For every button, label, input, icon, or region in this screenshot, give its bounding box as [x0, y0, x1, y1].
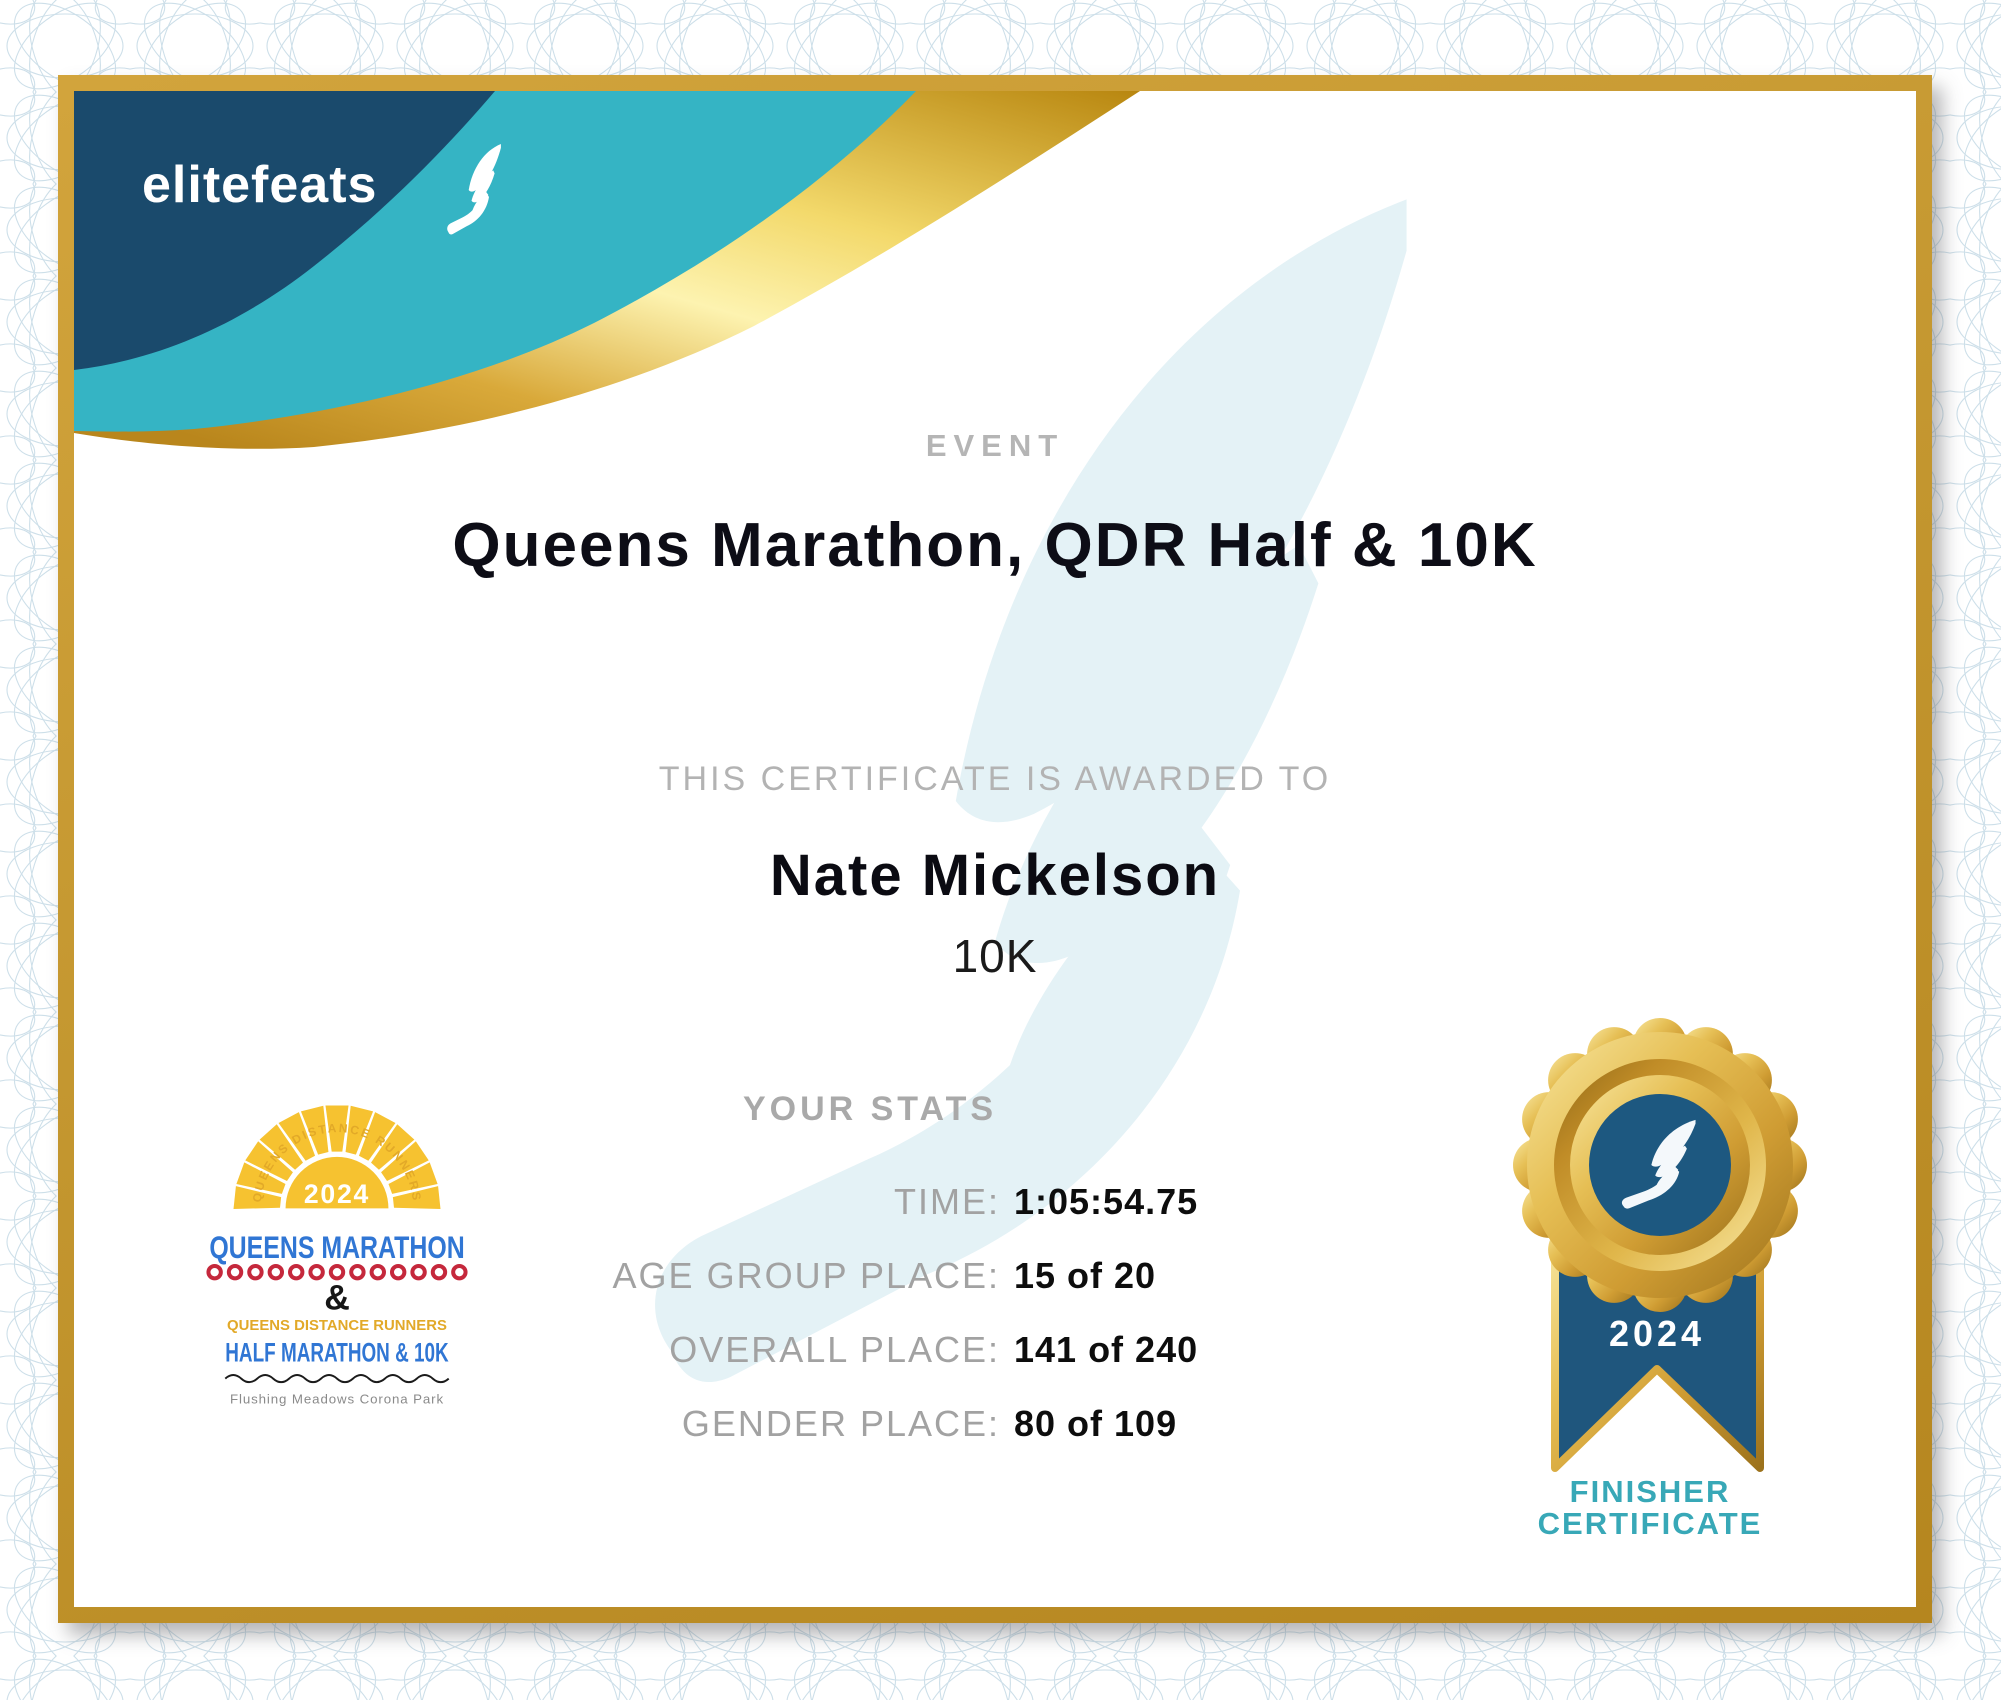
- sun-rays: [233, 1105, 441, 1210]
- stat-label: AGE GROUP PLACE:: [612, 1255, 1000, 1296]
- stat-row-age-group-place: AGE GROUP PLACE: 15 of 20: [74, 1239, 1674, 1313]
- logo-ampersand: &: [324, 1277, 350, 1317]
- event-label: EVENT: [925, 428, 1065, 463]
- finisher-medal: 2024: [1513, 1018, 1807, 1472]
- stat-row-gender-place: GENDER PLACE: 80 of 109: [74, 1387, 1674, 1461]
- stat-row-time: TIME: 1:05:54.75: [74, 1165, 1674, 1239]
- red-dot-row: [206, 1263, 468, 1281]
- swoosh-navy-layer: [74, 91, 495, 370]
- stat-value: 15 of 20: [1014, 1255, 1157, 1296]
- recipient-name: Nate Mickelson: [769, 843, 1221, 908]
- stat-value: 80 of 109: [1014, 1403, 1178, 1444]
- stat-label: GENDER PLACE:: [681, 1403, 1000, 1444]
- sun-semicircle: [285, 1156, 389, 1209]
- medal-year: 2024: [1609, 1313, 1705, 1354]
- award-label: THIS CERTIFICATE IS AWARDED TO: [658, 760, 1332, 798]
- queens-marathon-logo: QUEENS DISTANCE RUNNERS 2024 QUEENS MARA…: [206, 1105, 468, 1406]
- wavy-divider: [224, 1374, 450, 1384]
- medal-caption-line1: FINISHER: [1569, 1474, 1731, 1509]
- certificate-body: elitefeats EVENT Queens Marathon, QDR Ha…: [74, 91, 1916, 1607]
- winged-foot-icon: [440, 141, 510, 239]
- certificate-frame: elitefeats EVENT Queens Marathon, QDR Ha…: [58, 75, 1932, 1623]
- stat-label: TIME:: [894, 1181, 1000, 1222]
- logo-qdr-line: QUEENS DISTANCE RUNNERS: [227, 1317, 447, 1334]
- logo-year: 2024: [304, 1179, 370, 1209]
- stat-value: 141 of 240: [1014, 1329, 1199, 1370]
- stat-value: 1:05:54.75: [1014, 1181, 1199, 1222]
- medal-caption-line2: CERTIFICATE: [1537, 1506, 1763, 1541]
- elitefeats-logo: elitefeats: [74, 91, 594, 351]
- medal-caption: FINISHER CERTIFICATE: [1400, 1476, 1900, 1540]
- logo-half-marathon-10k: HALF MARATHON & 10K: [225, 1338, 448, 1368]
- stat-row-overall-place: OVERALL PLACE: 141 of 240: [74, 1313, 1674, 1387]
- event-title: Queens Marathon, QDR Half & 10K: [452, 511, 1538, 580]
- logo-queens-marathon: QUEENS MARATHON: [209, 1229, 464, 1265]
- logo-location: Flushing Meadows Corona Park: [230, 1391, 444, 1406]
- header-swoosh: [74, 91, 1140, 449]
- stats-table: TIME: 1:05:54.75 AGE GROUP PLACE: 15 of …: [74, 1165, 1674, 1461]
- elitefeats-logo-text: elitefeats: [142, 156, 378, 214]
- race-division: 10K: [952, 930, 1038, 982]
- stat-label: OVERALL PLACE:: [669, 1329, 1000, 1370]
- stats-heading: YOUR STATS: [742, 1090, 998, 1128]
